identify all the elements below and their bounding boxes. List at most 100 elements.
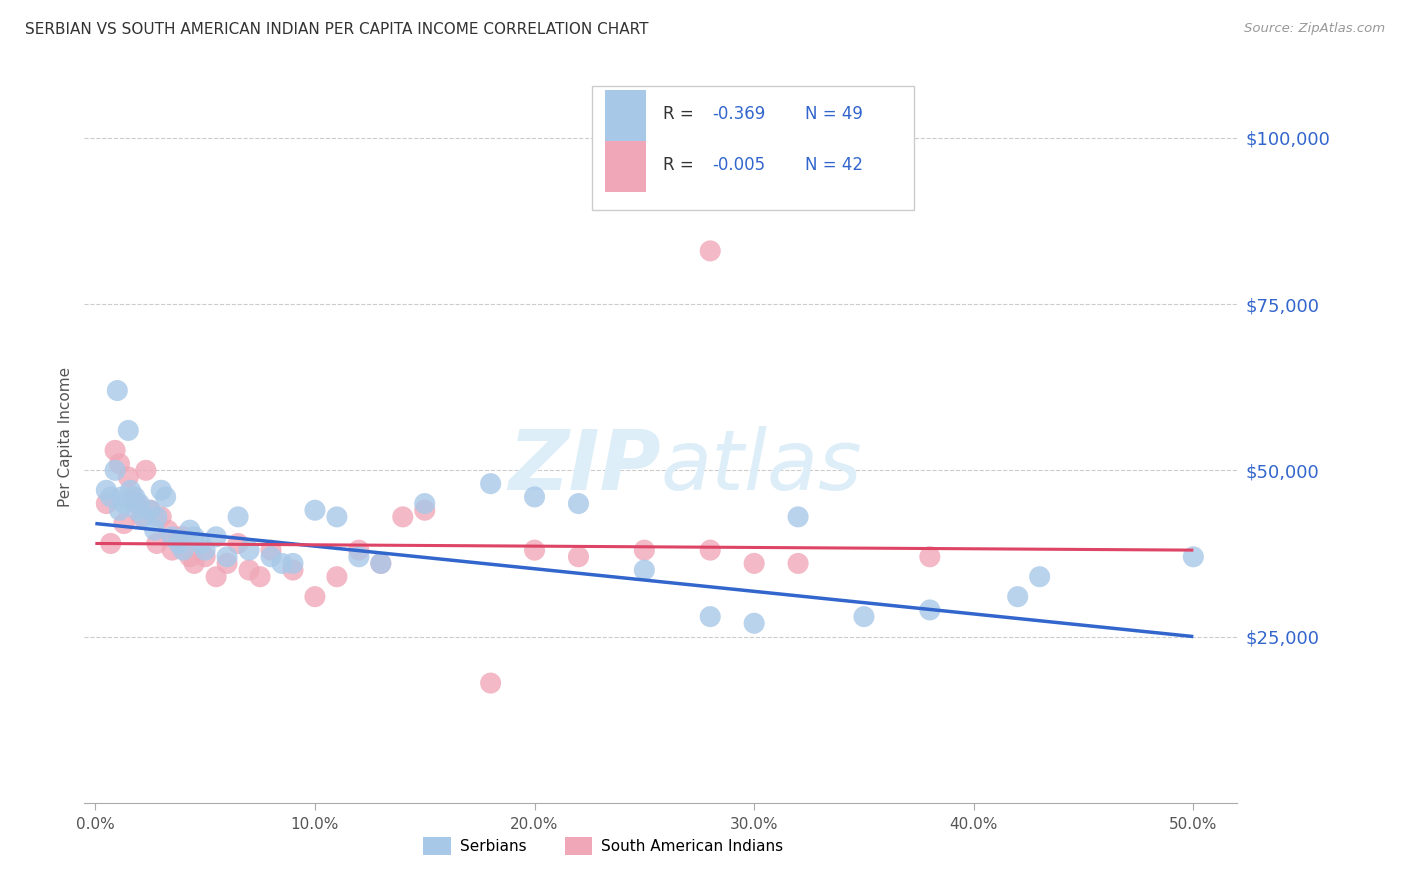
Text: SERBIAN VS SOUTH AMERICAN INDIAN PER CAPITA INCOME CORRELATION CHART: SERBIAN VS SOUTH AMERICAN INDIAN PER CAP… — [25, 22, 648, 37]
Point — [523, 543, 546, 558]
Point — [172, 530, 194, 544]
Point — [260, 543, 283, 558]
Point — [172, 543, 194, 558]
Point — [347, 543, 370, 558]
Point — [479, 676, 502, 690]
FancyBboxPatch shape — [606, 89, 645, 141]
Point — [117, 424, 139, 438]
Point — [304, 503, 326, 517]
Point — [146, 509, 169, 524]
Point — [217, 549, 239, 564]
Point — [120, 483, 142, 498]
Text: -0.369: -0.369 — [713, 104, 766, 123]
Point — [742, 557, 765, 571]
Point — [190, 536, 212, 550]
Point — [183, 557, 205, 571]
Point — [125, 503, 148, 517]
Point — [132, 509, 155, 524]
Point — [143, 523, 166, 537]
Text: R =: R = — [664, 156, 699, 174]
Point — [370, 557, 392, 571]
Point — [326, 509, 349, 524]
Point — [108, 503, 131, 517]
Point — [125, 497, 148, 511]
Point — [183, 530, 205, 544]
Point — [100, 536, 122, 550]
Point — [112, 497, 135, 511]
Point — [194, 549, 217, 564]
Point — [128, 497, 150, 511]
Point — [699, 609, 721, 624]
Legend: Serbians, South American Indians: Serbians, South American Indians — [418, 831, 789, 861]
Point — [160, 543, 183, 558]
Point — [100, 490, 122, 504]
Point — [260, 549, 283, 564]
Point — [104, 443, 127, 458]
Point — [1182, 549, 1205, 564]
Point — [347, 549, 370, 564]
Point — [391, 509, 413, 524]
Point — [139, 503, 162, 517]
Point — [146, 536, 169, 550]
Point — [787, 509, 810, 524]
Point — [155, 490, 177, 504]
Point — [238, 563, 260, 577]
Point — [238, 543, 260, 558]
Point — [131, 509, 153, 524]
Point — [167, 530, 190, 544]
Point — [150, 483, 173, 498]
Text: N = 49: N = 49 — [806, 104, 863, 123]
Point — [918, 549, 941, 564]
Text: R =: R = — [664, 104, 699, 123]
Point — [249, 570, 271, 584]
Text: atlas: atlas — [661, 425, 862, 507]
Point — [205, 530, 228, 544]
Point — [633, 543, 655, 558]
Point — [567, 549, 589, 564]
Text: N = 42: N = 42 — [806, 156, 863, 174]
Point — [370, 557, 392, 571]
Point — [96, 483, 118, 498]
Point — [479, 476, 502, 491]
Text: Source: ZipAtlas.com: Source: ZipAtlas.com — [1244, 22, 1385, 36]
Point — [918, 603, 941, 617]
Text: -0.005: -0.005 — [713, 156, 766, 174]
Point — [281, 557, 304, 571]
Point — [179, 523, 201, 537]
Point — [413, 497, 436, 511]
Point — [226, 536, 249, 550]
Point — [121, 490, 143, 504]
Point — [167, 536, 190, 550]
Point — [135, 463, 157, 477]
Point — [699, 244, 721, 258]
Y-axis label: Per Capita Income: Per Capita Income — [58, 367, 73, 508]
Point — [1007, 590, 1029, 604]
Point — [633, 563, 655, 577]
Point — [150, 509, 173, 524]
Point — [281, 563, 304, 577]
FancyBboxPatch shape — [592, 86, 914, 211]
Point — [787, 557, 810, 571]
Point — [139, 503, 162, 517]
Point — [326, 570, 349, 584]
Point — [413, 503, 436, 517]
Point — [226, 509, 249, 524]
Point — [217, 557, 239, 571]
Point — [567, 497, 589, 511]
Point — [104, 463, 127, 477]
Point — [179, 549, 201, 564]
Point — [852, 609, 875, 624]
Point — [160, 530, 183, 544]
Point — [96, 497, 118, 511]
Point — [117, 470, 139, 484]
Point — [108, 457, 131, 471]
Text: ZIP: ZIP — [508, 425, 661, 507]
Point — [271, 557, 294, 571]
Point — [194, 543, 217, 558]
FancyBboxPatch shape — [606, 141, 645, 192]
Point — [205, 570, 228, 584]
Point — [156, 523, 179, 537]
Point — [523, 490, 546, 504]
Point — [742, 616, 765, 631]
Point — [699, 543, 721, 558]
